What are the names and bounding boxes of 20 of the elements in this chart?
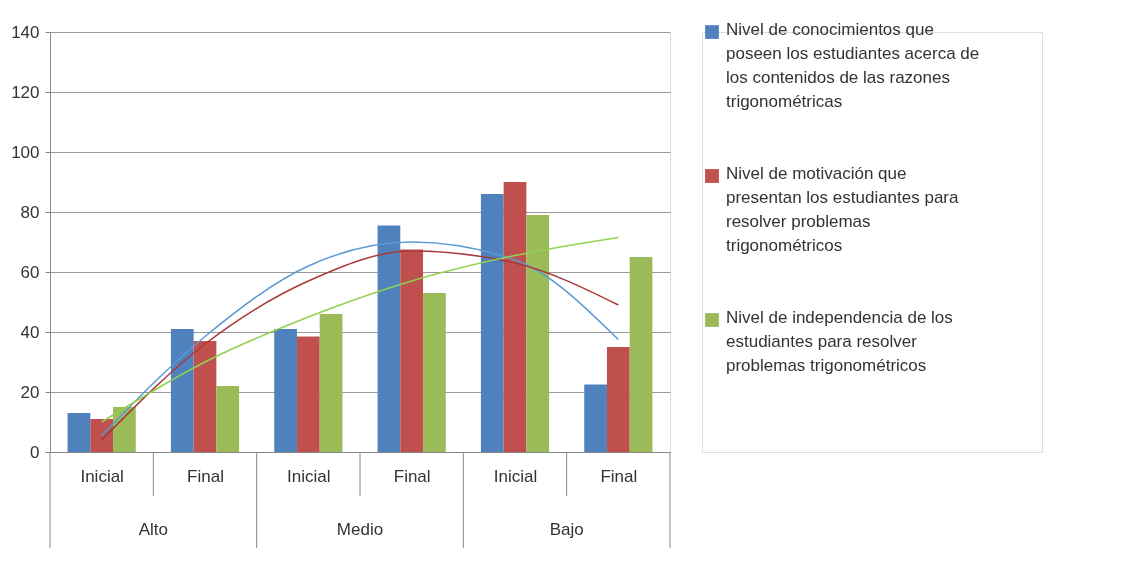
y-tick-label: 60 [20,262,40,282]
y-tick-label: 140 [11,22,40,42]
y-tick-label: 0 [30,442,40,462]
x-tick-label: Final [393,466,431,486]
x-tick-label: Final [187,466,224,486]
legend-label: Nivel de conocimientos que poseen los estudiantes acerca de los contenidos de las razones trigonométricas [726,20,980,111]
y-tick-label: 40 [20,322,40,342]
y-tick-label: 20 [20,382,40,402]
legend-label: Nivel de motivación que presentan los estudiantes para resolver problemas trigonométricos [726,164,960,255]
y-tick-label: 120 [11,82,40,102]
text: Alto [138,520,168,539]
y-tick-label: 80 [20,202,40,222]
x-tick-label: Inicial [80,466,124,486]
x-tick-label: Inicial [287,466,331,486]
x-tick-label: Inicial [493,466,538,486]
y-tick-label: 100 [11,142,40,162]
text: Medio [336,520,384,539]
text: Bajo [549,520,584,539]
legend-label: Nivel de independencia de los estudiantes para resolver problemas trigonométricos [726,308,953,375]
x-tick-label: Final [600,466,638,486]
